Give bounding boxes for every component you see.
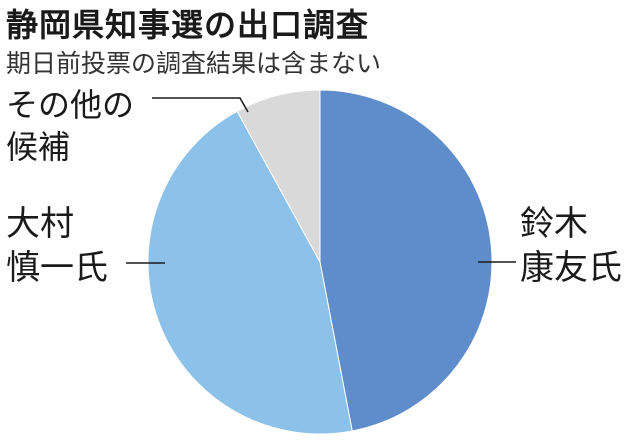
slice-label-other: その他の 候補: [6, 84, 134, 168]
chart-subtitle: 期日前投票の調査結果は含まない: [6, 49, 382, 78]
slice-label-suzuki-line2: 康友氏: [520, 248, 622, 288]
pie-slice-omura: [147, 110, 353, 435]
leader-lines: [126, 97, 516, 264]
slice-label-suzuki-line1: 鈴木: [520, 204, 588, 244]
slice-label-omura-line2: 慎一氏: [6, 248, 108, 288]
slice-label-other-line2: 候補: [6, 128, 71, 166]
slice-label-omura-line1: 大村: [6, 204, 74, 244]
chart-title: 静岡県知事選の出口調査: [6, 6, 370, 44]
slice-label-omura: 大村 慎一氏: [6, 202, 108, 290]
pie-slices: [147, 89, 493, 435]
leader-line-other: [152, 97, 249, 113]
pie-slice-suzuki: [319, 89, 493, 432]
slice-label-suzuki: 鈴木 康友氏: [520, 202, 622, 290]
pie-slice-other: [236, 89, 321, 263]
slice-label-other-line1: その他の: [6, 86, 135, 124]
